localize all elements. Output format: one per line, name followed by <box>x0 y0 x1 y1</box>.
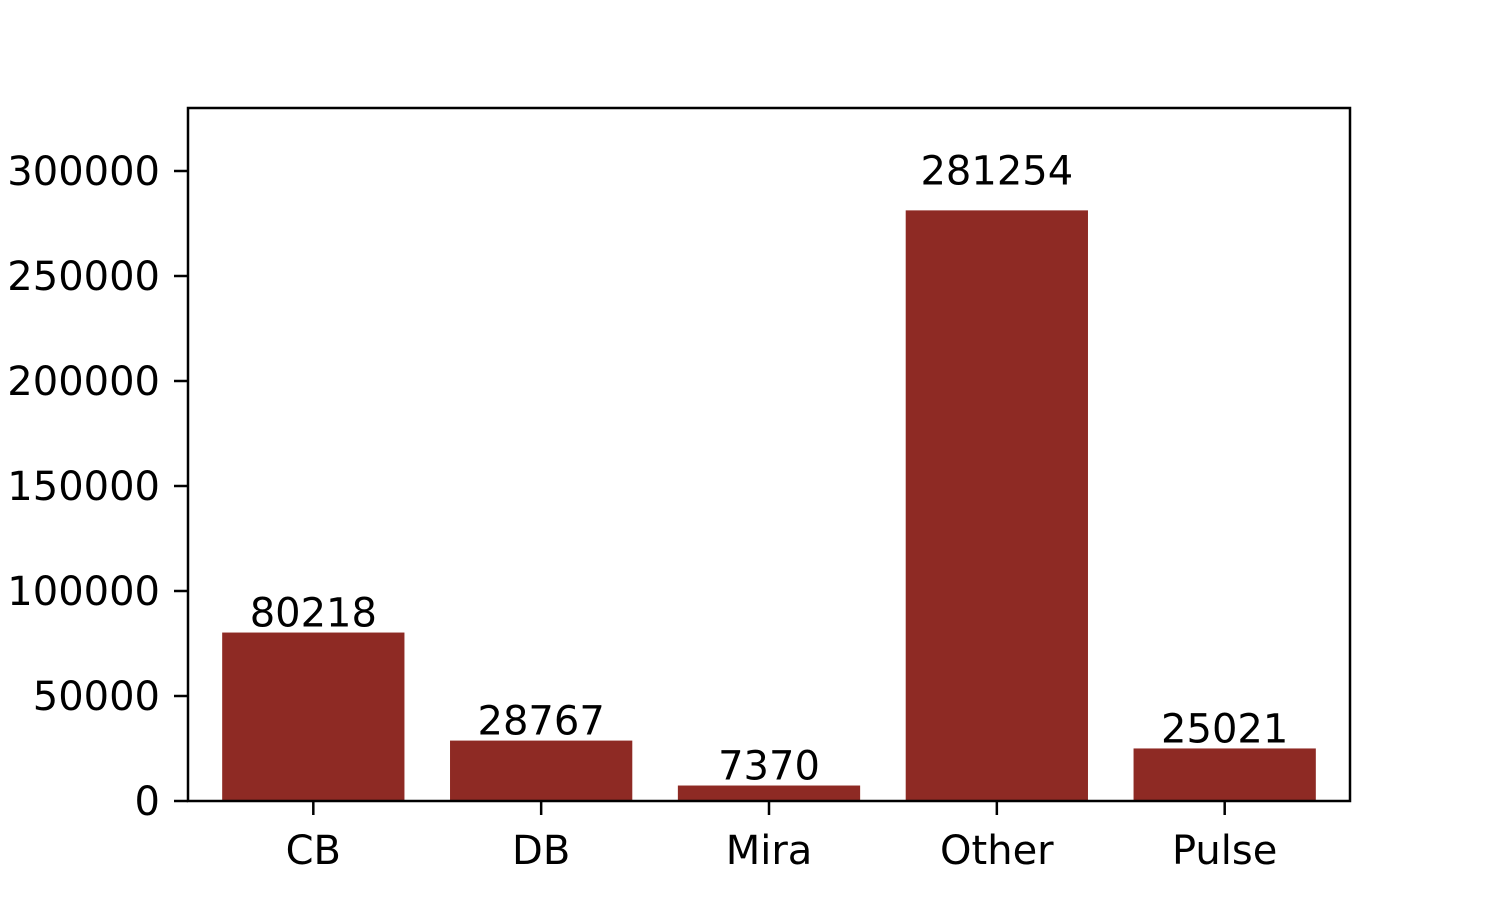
y-tick-label-0: 0 <box>135 779 160 825</box>
y-tick-label-250000: 250000 <box>7 254 160 300</box>
y-tick-label-100000: 100000 <box>7 569 160 615</box>
bars-layer <box>222 210 1316 802</box>
y-axis: 0 50000 100000 150000 200000 250000 300000 <box>7 149 188 825</box>
x-tick-label-mira: Mira <box>726 828 813 874</box>
x-tick-label-db: DB <box>512 828 570 874</box>
y-tick-label-50000: 50000 <box>33 674 160 720</box>
bar-mira <box>677 785 861 801</box>
bar-other <box>905 210 1088 802</box>
data-labels-layer: 80218 28767 7370 281254 25021 <box>250 148 1289 789</box>
y-tick-label-300000: 300000 <box>7 149 160 195</box>
x-tick-label-other: Other <box>940 828 1054 874</box>
plot-frame <box>186 106 1352 803</box>
bar-pulse <box>1133 748 1316 801</box>
data-label-other: 281254 <box>920 148 1073 194</box>
x-axis: CB DB Mira Other Pulse <box>286 801 1277 874</box>
data-label-db: 28767 <box>478 699 605 745</box>
y-tick-label-150000: 150000 <box>7 464 160 510</box>
data-label-cb: 80218 <box>250 591 377 637</box>
bar-db <box>450 740 633 801</box>
x-tick-label-cb: CB <box>286 828 341 874</box>
y-tick-label-200000: 200000 <box>7 359 160 405</box>
data-label-pulse: 25021 <box>1161 706 1288 752</box>
data-label-mira: 7370 <box>718 744 820 790</box>
bar-cb <box>222 632 405 801</box>
x-tick-label-pulse: Pulse <box>1172 828 1277 874</box>
